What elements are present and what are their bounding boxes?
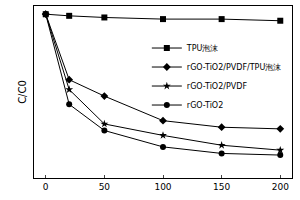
svg-text:rGO-TiO2/PVDF/TPU泡沫: rGO-TiO2/PVDF/TPU泡沫 [187,63,281,72]
svg-text:150: 150 [213,182,230,192]
svg-text:rGO-TiO2/PVDF: rGO-TiO2/PVDF [187,82,248,91]
svg-text:C/C0: C/C0 [17,80,28,104]
svg-text:100: 100 [154,182,171,192]
svg-text:rGO-TiO2: rGO-TiO2 [187,101,223,110]
svg-text:200: 200 [272,182,289,192]
svg-text:50: 50 [99,182,111,192]
svg-text:TPU泡沫: TPU泡沫 [186,44,219,53]
svg-text:0: 0 [43,182,49,192]
